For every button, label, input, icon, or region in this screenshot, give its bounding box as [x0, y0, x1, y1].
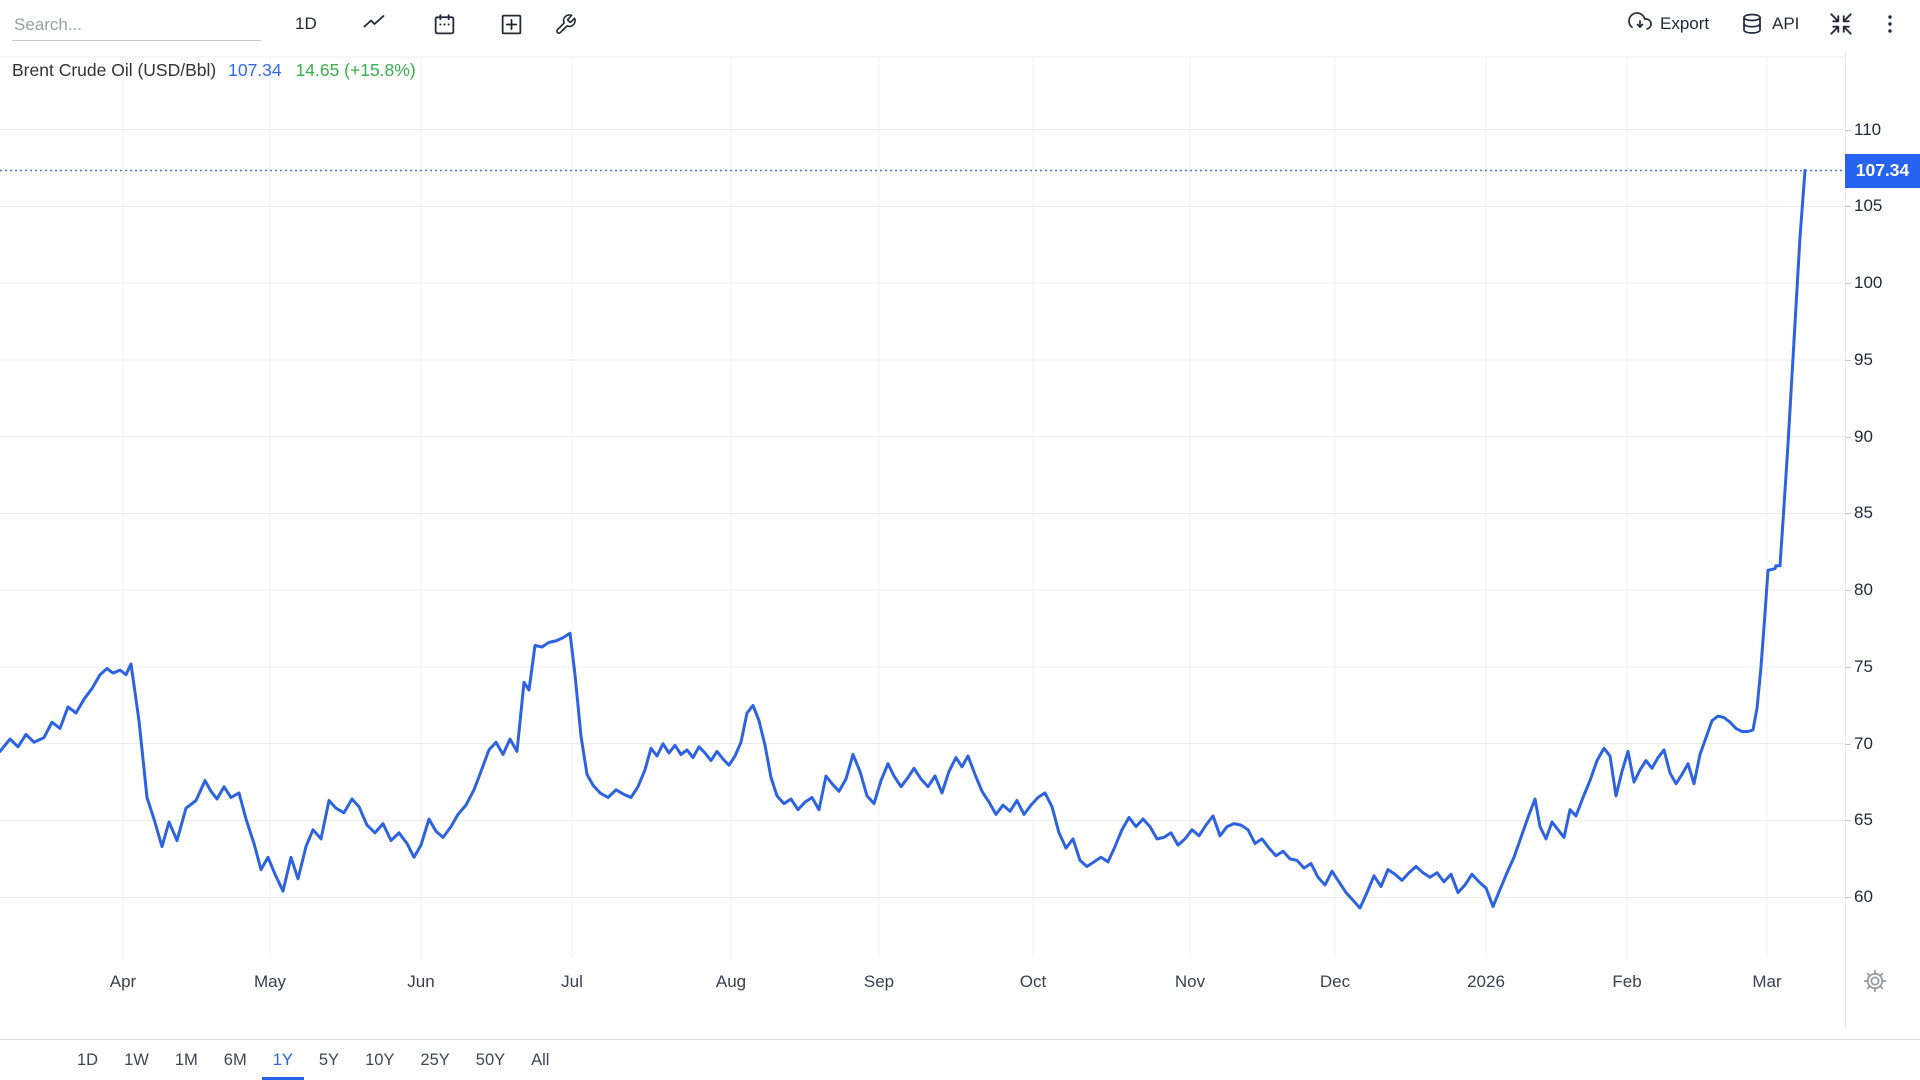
price-change: 14.65 (+15.8%): [295, 60, 416, 80]
y-axis-label: 85: [1854, 503, 1873, 523]
y-axis-tick: [1845, 590, 1851, 592]
current-price-tag: 107.34: [1845, 153, 1920, 188]
chart-type-button[interactable]: [362, 0, 386, 48]
y-axis-label: 60: [1854, 887, 1873, 907]
y-axis-label: 80: [1854, 580, 1873, 600]
y-axis-tick: [1845, 129, 1851, 131]
y-axis-label: 95: [1854, 349, 1873, 369]
wrench-icon: [554, 13, 577, 36]
calendar-icon: [432, 12, 457, 37]
add-indicator-button[interactable]: [499, 0, 524, 48]
y-axis-tick: [1845, 666, 1851, 668]
timeframe-button-1y[interactable]: 1Y: [260, 1040, 306, 1080]
y-axis-tick: [1845, 513, 1851, 515]
timeframe-button-1d[interactable]: 1D: [64, 1040, 111, 1080]
x-axis-label: 2026: [1467, 972, 1505, 991]
top-toolbar: 1D: [0, 0, 1920, 50]
x-axis-label: Feb: [1612, 972, 1642, 991]
y-axis-label: 70: [1854, 733, 1873, 753]
last-price: 107.34: [228, 60, 282, 80]
y-axis-tick: [1845, 820, 1851, 822]
collapse-arrows-icon: [1828, 11, 1854, 37]
collapse-button[interactable]: [1828, 0, 1854, 48]
y-axis-tick: [1845, 283, 1851, 285]
interval-selector[interactable]: 1D: [295, 0, 317, 48]
x-axis-label: Mar: [1752, 972, 1782, 991]
x-axis-label: Dec: [1319, 972, 1351, 991]
timeframe-button-10y[interactable]: 10Y: [352, 1040, 407, 1080]
gear-icon: [1863, 969, 1887, 993]
y-axis-label: 105: [1854, 196, 1883, 216]
y-axis-tick: [1845, 743, 1851, 745]
y-axis-tick: [1845, 359, 1851, 361]
timeframe-button-25y[interactable]: 25Y: [407, 1040, 462, 1080]
export-button[interactable]: Export: [1628, 0, 1709, 48]
calendar-button[interactable]: [432, 0, 457, 48]
line-chart-icon: [362, 12, 386, 36]
y-axis-tick: [1845, 436, 1851, 438]
search-input[interactable]: [12, 10, 261, 41]
y-axis-label: 110: [1854, 119, 1882, 139]
y-axis-label: 100: [1854, 273, 1883, 293]
api-label: API: [1772, 14, 1800, 33]
tools-button[interactable]: [554, 0, 577, 48]
timeframe-button-1m[interactable]: 1M: [162, 1040, 211, 1080]
y-axis-tick: [1845, 206, 1851, 208]
database-icon: [1740, 12, 1764, 36]
price-series-line: [0, 169, 1807, 910]
more-menu-button[interactable]: [1878, 0, 1902, 48]
x-axis-label: Jun: [407, 972, 435, 991]
x-axis-label: Oct: [1019, 972, 1047, 991]
instrument-title: Brent Crude Oil (USD/Bbl): [12, 60, 217, 80]
plus-square-icon: [499, 12, 524, 37]
timeframe-button-50y[interactable]: 50Y: [463, 1040, 518, 1080]
timeframe-bar: 1D 1W 1M 6M 1Y 5Y 10Y 25Y 50Y All: [0, 1039, 1920, 1080]
x-axis-label: Nov: [1174, 972, 1206, 991]
timeframe-button-all[interactable]: All: [518, 1040, 562, 1080]
chart-legend: Brent Crude Oil (USD/Bbl) 107.34 14.65 (…: [12, 60, 416, 81]
api-button[interactable]: API: [1740, 0, 1799, 48]
timeframe-button-1w[interactable]: 1W: [111, 1040, 162, 1080]
x-axis-label: Apr: [109, 972, 137, 991]
cloud-download-icon: [1628, 12, 1652, 36]
export-label: Export: [1660, 14, 1710, 33]
chart-settings-button[interactable]: [1862, 968, 1888, 999]
x-axis-label: Aug: [715, 972, 747, 991]
x-axis-label: May: [253, 972, 287, 991]
y-axis-label: 90: [1854, 426, 1873, 446]
x-axis-label: Sep: [863, 972, 895, 991]
interval-label: 1D: [295, 14, 317, 33]
y-axis-label: 75: [1854, 656, 1873, 676]
y-axis-tick: [1845, 897, 1851, 899]
timeframe-button-5y[interactable]: 5Y: [306, 1040, 352, 1080]
y-axis-label: 65: [1854, 810, 1873, 830]
timeframe-button-6m[interactable]: 6M: [211, 1040, 260, 1080]
kebab-menu-icon: [1878, 12, 1902, 36]
x-axis-label: Jul: [561, 972, 583, 991]
